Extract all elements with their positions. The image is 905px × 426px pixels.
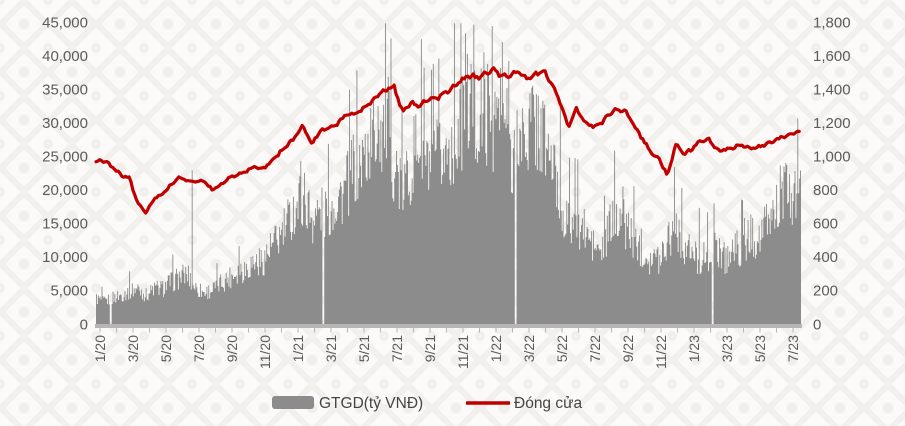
x-axis-tick-label: 3/20 bbox=[125, 335, 141, 362]
x-axis-tick bbox=[479, 328, 480, 333]
x-axis-tick bbox=[99, 328, 101, 333]
x-axis-tick bbox=[380, 328, 381, 333]
x-axis-tick bbox=[726, 328, 728, 333]
x-axis-tick bbox=[545, 328, 546, 333]
x-axis-ticks bbox=[99, 328, 794, 333]
x-axis-tick bbox=[314, 328, 315, 333]
x-axis-tick bbox=[231, 328, 233, 333]
y-right-tick-label: 200 bbox=[813, 283, 838, 300]
x-axis-tick bbox=[594, 328, 596, 333]
x-axis-tick bbox=[776, 328, 777, 333]
x-axis-tick bbox=[248, 328, 249, 333]
y-right-tick-label: 1,800 bbox=[813, 14, 851, 31]
x-axis-tick-label: 3/22 bbox=[521, 335, 537, 362]
x-axis-tick-label: 5/23 bbox=[752, 335, 768, 362]
y-left-tick-label: 45,000 bbox=[42, 14, 88, 31]
x-axis-tick bbox=[198, 328, 200, 333]
y-left-tick-label: 5,000 bbox=[50, 283, 88, 300]
x-axis-tick-label: 3/21 bbox=[323, 335, 339, 362]
x-axis-tick-label: 11/20 bbox=[257, 335, 273, 369]
x-axis-tick-label: 11/21 bbox=[455, 335, 471, 369]
x-axis-tick bbox=[644, 328, 645, 333]
y-right-tick-label: 1,200 bbox=[813, 115, 851, 132]
x-axis-tick bbox=[710, 328, 711, 333]
x-axis-tick bbox=[429, 328, 431, 333]
y-right-tick-label: 1,600 bbox=[813, 48, 851, 65]
y-right-tick-label: 400 bbox=[813, 249, 838, 266]
x-axis-tick-label: 1/20 bbox=[92, 335, 108, 362]
y-right-tick-label: 1,000 bbox=[813, 148, 851, 165]
x-axis-tick-label: 7/21 bbox=[389, 335, 405, 362]
x-axis-tick bbox=[743, 328, 744, 333]
y-right-tick-label: 800 bbox=[813, 182, 838, 199]
x-axis-tick-label: 11/22 bbox=[653, 335, 669, 369]
x-axis-tick bbox=[182, 328, 183, 333]
x-axis-tick-label: 7/22 bbox=[587, 335, 603, 362]
y-axis-right: 0 200 400 600 800 1,000 1,200 1,400 1,600 1,800 bbox=[813, 14, 851, 333]
x-axis-tick bbox=[396, 328, 398, 333]
legend: GTGD(tỷ VNĐ) Đóng cửa bbox=[272, 395, 582, 412]
x-axis-tick bbox=[759, 328, 761, 333]
y-right-tick-label: 600 bbox=[813, 216, 838, 233]
x-axis-tick bbox=[264, 328, 266, 333]
legend-swatch-gtgd bbox=[272, 396, 314, 409]
x-axis-tick-label: 5/21 bbox=[356, 335, 372, 362]
y-left-tick-label: 0 bbox=[80, 316, 88, 333]
x-axis-tick-label: 5/20 bbox=[158, 335, 174, 362]
y-left-tick-label: 10,000 bbox=[42, 249, 88, 266]
x-axis-tick-label: 3/23 bbox=[719, 335, 735, 362]
y-left-tick-label: 40,000 bbox=[42, 48, 88, 65]
x-axis-tick bbox=[132, 328, 134, 333]
y-left-tick-label: 30,000 bbox=[42, 115, 88, 132]
x-axis-tick-label: 9/20 bbox=[224, 335, 240, 362]
x-axis-tick-label: 7/20 bbox=[191, 335, 207, 362]
x-axis-tick bbox=[281, 328, 282, 333]
x-axis-tick bbox=[165, 328, 167, 333]
x-axis-tick bbox=[149, 328, 150, 333]
x-axis-tick bbox=[677, 328, 678, 333]
x-axis-tick bbox=[627, 328, 629, 333]
x-axis-tick-label: 9/21 bbox=[422, 335, 438, 362]
y-right-tick-label: 1,400 bbox=[813, 81, 851, 98]
x-axis-tick bbox=[578, 328, 579, 333]
gtgd-bars-series bbox=[96, 23, 801, 325]
y-left-tick-label: 25,000 bbox=[42, 148, 88, 165]
x-axis-tick bbox=[363, 328, 365, 333]
y-left-tick-label: 15,000 bbox=[42, 216, 88, 233]
x-axis-tick-label: 1/21 bbox=[290, 335, 306, 362]
x-axis-line bbox=[95, 324, 802, 328]
x-axis-tick bbox=[495, 328, 497, 333]
x-axis-labels: 1/20 3/20 5/20 7/20 9/20 11/20 1/21 3/21 5/21 7/2… bbox=[92, 335, 801, 369]
x-axis-tick bbox=[660, 328, 662, 333]
x-axis-tick bbox=[462, 328, 464, 333]
x-axis-tick-label: 1/22 bbox=[488, 335, 504, 362]
x-axis-tick bbox=[693, 328, 695, 333]
x-axis-tick bbox=[792, 328, 794, 333]
dong-cua-line-series bbox=[94, 66, 801, 215]
legend-label-gtgd: GTGD(tỷ VNĐ) bbox=[319, 395, 423, 412]
x-axis-tick bbox=[215, 328, 216, 333]
x-axis-tick bbox=[446, 328, 447, 333]
x-axis-tick bbox=[297, 328, 299, 333]
x-axis-tick bbox=[116, 328, 117, 333]
y-right-tick-label: 0 bbox=[813, 316, 821, 333]
x-axis-tick bbox=[330, 328, 332, 333]
legend-label-dong-cua: Đóng cửa bbox=[514, 395, 582, 412]
y-left-tick-label: 35,000 bbox=[42, 81, 88, 98]
x-axis-tick-label: 1/23 bbox=[686, 335, 702, 362]
x-axis-tick bbox=[561, 328, 563, 333]
y-axis-left: 0 5,000 10,000 15,000 20,000 25,000 30,000 35,0… bbox=[42, 14, 88, 333]
x-axis-tick bbox=[413, 328, 414, 333]
x-axis-tick-label: 5/22 bbox=[554, 335, 570, 362]
x-axis-tick-label: 7/23 bbox=[785, 335, 801, 362]
y-left-tick-label: 20,000 bbox=[42, 182, 88, 199]
x-axis-tick-label: 9/22 bbox=[620, 335, 636, 362]
x-axis-tick bbox=[528, 328, 530, 333]
x-axis-tick bbox=[512, 328, 513, 333]
x-axis-tick bbox=[611, 328, 612, 333]
x-axis-tick bbox=[347, 328, 348, 333]
